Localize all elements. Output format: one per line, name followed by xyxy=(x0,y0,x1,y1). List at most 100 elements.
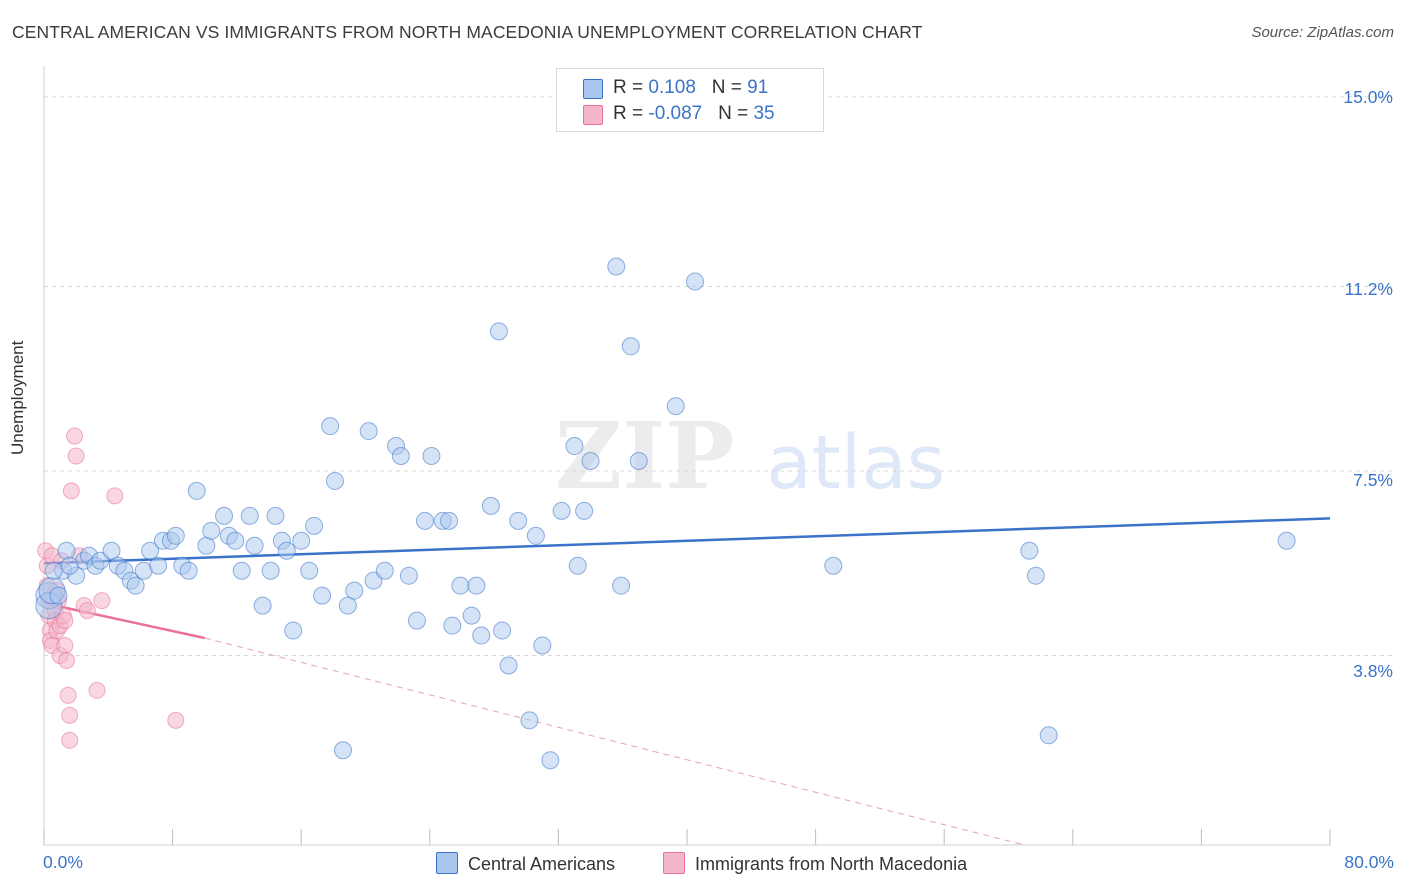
data-point-central-americans xyxy=(141,541,160,560)
trend-line-central-americans xyxy=(43,517,1331,565)
data-point-central-americans xyxy=(552,501,571,520)
data-point-central-americans xyxy=(526,526,545,545)
data-point-central-americans xyxy=(266,506,285,525)
legend-swatch-blue xyxy=(436,852,458,874)
data-point-north-macedonia xyxy=(61,706,79,724)
data-point-north-macedonia xyxy=(78,602,96,620)
data-point-central-americans xyxy=(493,621,512,640)
data-point-central-americans xyxy=(509,511,528,530)
data-point-central-americans xyxy=(292,531,311,550)
data-point-central-americans xyxy=(197,536,216,555)
x-tick-label-max: 80.0% xyxy=(1344,852,1394,872)
legend-r-label: R = xyxy=(613,103,649,124)
data-point-central-americans xyxy=(305,516,324,535)
data-point-central-americans xyxy=(472,626,491,645)
bottom-legend-label: Immigrants from North Macedonia xyxy=(695,854,968,874)
bottom-legend-label: Central Americans xyxy=(468,854,616,874)
data-point-central-americans xyxy=(284,621,303,640)
trend-lines xyxy=(43,517,1331,846)
bottom-legend-north-macedonia: Immigrants from North Macedonia xyxy=(663,852,967,875)
data-point-central-americans xyxy=(49,586,68,605)
data-point-central-americans xyxy=(443,616,462,635)
data-point-central-americans xyxy=(300,561,319,580)
legend-r-label: R = xyxy=(613,77,649,98)
data-point-central-americans xyxy=(325,471,344,490)
legend-r-value: -0.087 xyxy=(648,103,703,124)
data-point-central-americans xyxy=(451,576,470,595)
data-point-central-americans xyxy=(499,656,518,675)
data-point-north-macedonia xyxy=(58,651,76,669)
data-point-central-americans xyxy=(149,556,168,575)
data-point-central-americans xyxy=(415,511,434,530)
data-point-central-americans xyxy=(375,561,394,580)
data-point-north-macedonia xyxy=(56,637,74,655)
data-point-central-americans xyxy=(481,496,500,515)
source-label: Source: ZipAtlas.com xyxy=(1251,24,1394,41)
data-point-central-americans xyxy=(422,447,441,466)
data-point-central-americans xyxy=(629,451,648,470)
legend-r-value: 0.108 xyxy=(648,77,696,98)
data-point-central-americans xyxy=(232,561,251,580)
data-point-central-americans xyxy=(44,561,63,580)
data-point-north-macedonia xyxy=(167,711,185,729)
data-point-central-americans xyxy=(313,586,332,605)
y-tick-label: 7.5% xyxy=(1353,470,1393,490)
data-point-central-americans xyxy=(166,526,185,545)
data-point-central-americans xyxy=(440,511,459,530)
chart-title: CENTRAL AMERICAN VS IMMIGRANTS FROM NORT… xyxy=(12,22,923,42)
data-point-central-americans xyxy=(202,521,221,540)
data-point-central-americans xyxy=(607,257,626,276)
data-point-central-americans xyxy=(126,576,145,595)
data-point-central-americans xyxy=(57,541,76,560)
data-point-central-americans xyxy=(612,576,631,595)
axes xyxy=(43,66,1331,846)
data-point-central-americans xyxy=(824,556,843,575)
data-point-central-americans xyxy=(575,501,594,520)
data-point-central-americans xyxy=(321,417,340,436)
correlation-legend: R = 0.108 N = 91 R = -0.087 N = 35 xyxy=(556,68,824,132)
series-central-americans-points xyxy=(35,257,1296,770)
trend-line-north-macedonia-dashed xyxy=(204,637,1025,846)
y-tick-label: 11.2% xyxy=(1344,279,1393,299)
legend-swatch-blue xyxy=(583,79,603,99)
data-point-central-americans xyxy=(359,422,378,441)
data-point-central-americans xyxy=(462,606,481,625)
data-point-central-americans xyxy=(245,536,264,555)
data-point-central-americans xyxy=(391,447,410,466)
data-point-central-americans xyxy=(621,337,640,356)
trend-line-north-macedonia xyxy=(43,601,206,640)
data-point-central-americans xyxy=(102,541,121,560)
data-point-central-americans xyxy=(533,636,552,655)
y-axis-title: Unemployment xyxy=(8,340,27,455)
data-point-north-macedonia xyxy=(88,681,106,699)
data-point-north-macedonia xyxy=(61,731,79,749)
data-point-central-americans xyxy=(179,561,198,580)
data-point-central-americans xyxy=(253,596,272,615)
data-point-north-macedonia xyxy=(93,592,111,610)
data-point-central-americans xyxy=(565,437,584,456)
data-point-central-americans xyxy=(215,506,234,525)
data-point-central-americans xyxy=(226,531,245,550)
data-point-central-americans xyxy=(1277,531,1296,550)
data-point-central-americans xyxy=(686,272,705,291)
data-point-central-americans xyxy=(364,571,383,590)
legend-swatch-pink xyxy=(583,105,603,125)
data-point-central-americans xyxy=(489,322,508,341)
data-point-north-macedonia xyxy=(67,447,85,465)
legend-n-label: N = xyxy=(718,103,754,124)
legend-n-label: N = xyxy=(711,77,748,98)
data-point-north-macedonia xyxy=(66,427,84,445)
data-point-central-americans xyxy=(520,711,539,730)
data-point-central-americans xyxy=(240,506,259,525)
data-point-north-macedonia xyxy=(106,487,124,505)
data-point-central-americans xyxy=(568,556,587,575)
bottom-legend-central-americans: Central Americans xyxy=(436,852,615,875)
data-point-central-americans xyxy=(581,451,600,470)
data-point-central-americans xyxy=(338,596,357,615)
data-point-central-americans xyxy=(277,541,296,560)
data-point-central-americans xyxy=(261,561,280,580)
data-point-central-americans xyxy=(60,556,79,575)
data-point-north-macedonia xyxy=(62,482,80,500)
data-point-north-macedonia xyxy=(56,612,74,630)
